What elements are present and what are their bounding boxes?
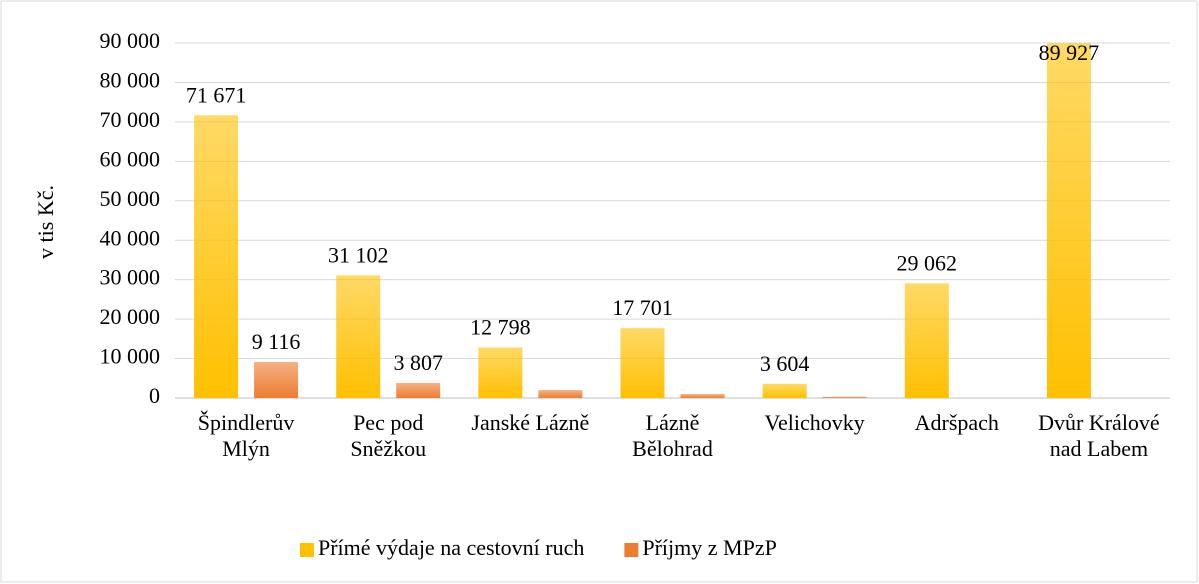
data-label: 12 798: [470, 315, 531, 340]
bar: [194, 115, 239, 398]
data-label: 71 671: [186, 82, 247, 107]
bar: [396, 382, 441, 398]
y-tick-label: 0: [149, 383, 160, 408]
bar: [762, 383, 807, 398]
bar: [478, 347, 523, 398]
legend-label: Příjmy z MPzP: [642, 535, 776, 560]
bar: [680, 394, 725, 398]
y-tick-label: 10 000: [100, 344, 161, 369]
bar: [538, 390, 583, 398]
y-tick-label: 20 000: [100, 304, 161, 329]
legend-swatch: [300, 543, 314, 557]
x-tick-label: Pec pod Sněžkou: [350, 410, 427, 461]
y-axis-title: v tis Kč.: [33, 185, 58, 259]
bar: [254, 362, 299, 398]
y-tick-label: 80 000: [100, 67, 161, 92]
bar: [1046, 43, 1091, 399]
bar: [336, 275, 381, 398]
x-tick-label: Špindlerův Mlýn: [197, 410, 295, 461]
data-label: 3 604: [760, 351, 810, 376]
x-tick-label: Velichovky: [764, 410, 865, 435]
y-tick-label: 90 000: [100, 28, 161, 53]
bar: [822, 396, 867, 398]
x-tick-label: Lázně Bělohrad: [632, 410, 713, 461]
legend-label: Přímé výdaje na cestovní ruch: [318, 535, 584, 560]
bar: [620, 328, 665, 398]
x-tick-label: Janské Lázně: [471, 410, 590, 435]
data-label: 89 927: [1039, 40, 1100, 65]
y-tick-label: 50 000: [100, 186, 161, 211]
data-label: 3 807: [393, 350, 443, 375]
data-label: 9 116: [252, 329, 301, 354]
y-tick-label: 60 000: [100, 146, 161, 171]
data-label: 31 102: [328, 242, 389, 267]
x-tick-label: Dvůr Králové nad Labem: [1038, 410, 1160, 461]
y-tick-label: 70 000: [100, 107, 161, 132]
y-tick-label: 40 000: [100, 225, 161, 250]
data-label: 29 062: [897, 250, 958, 275]
y-tick-label: 30 000: [100, 265, 161, 290]
data-label: 17 701: [612, 295, 673, 320]
legend-swatch: [624, 543, 639, 557]
bar: [904, 283, 949, 398]
x-tick-label: Adršpach: [914, 410, 999, 435]
